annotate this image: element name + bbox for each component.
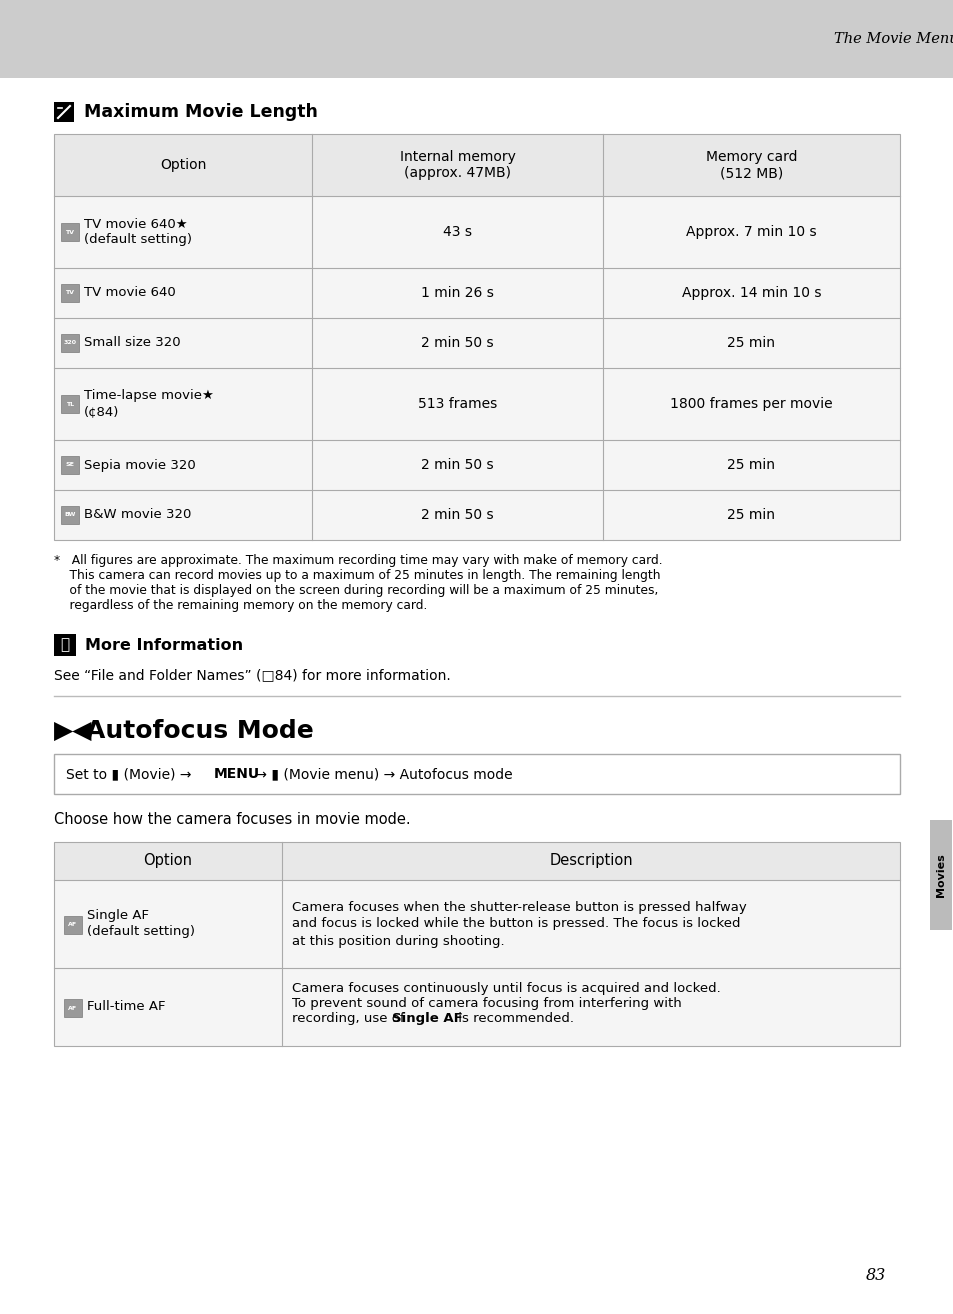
Text: AF: AF — [69, 922, 77, 928]
Text: TV movie 640★
(default setting): TV movie 640★ (default setting) — [84, 218, 192, 247]
Text: 513 frames: 513 frames — [417, 397, 497, 411]
Bar — [54, 196, 899, 268]
Text: Option: Option — [160, 158, 206, 172]
Text: 1800 frames per movie: 1800 frames per movie — [670, 397, 832, 411]
Text: B&W movie 320: B&W movie 320 — [84, 509, 192, 522]
Text: The Movie Menu: The Movie Menu — [833, 32, 953, 46]
Text: SE: SE — [66, 463, 74, 468]
Text: is recommended.: is recommended. — [454, 1012, 574, 1025]
Text: Approx. 7 min 10 s: Approx. 7 min 10 s — [685, 225, 816, 239]
Text: ⌕: ⌕ — [60, 637, 70, 653]
Bar — [54, 368, 899, 440]
Bar — [61, 334, 79, 352]
Text: Memory card
(512 MB): Memory card (512 MB) — [705, 150, 797, 180]
Bar — [54, 754, 899, 794]
Text: 25 min: 25 min — [727, 336, 775, 350]
Bar — [54, 842, 899, 880]
Text: Sepia movie 320: Sepia movie 320 — [84, 459, 195, 472]
Text: To prevent sound of camera focusing from interfering with: To prevent sound of camera focusing from… — [292, 997, 681, 1010]
Text: Single AF
(default setting): Single AF (default setting) — [87, 909, 194, 938]
Text: Camera focuses continuously until focus is acquired and locked.: Camera focuses continuously until focus … — [292, 982, 720, 995]
Bar — [54, 968, 899, 1046]
Bar — [54, 440, 899, 490]
Text: Approx. 14 min 10 s: Approx. 14 min 10 s — [681, 286, 821, 300]
Bar — [54, 633, 76, 656]
Text: of the movie that is displayed on the screen during recording will be a maximum : of the movie that is displayed on the sc… — [54, 583, 658, 597]
Text: regardless of the remaining memory on the memory card.: regardless of the remaining memory on th… — [54, 599, 427, 612]
Text: → ▮ (Movie menu) → Autofocus mode: → ▮ (Movie menu) → Autofocus mode — [251, 767, 512, 781]
Text: recording, use of: recording, use of — [292, 1012, 409, 1025]
Text: 83: 83 — [865, 1268, 885, 1285]
Text: Option: Option — [143, 854, 193, 869]
Text: Maximum Movie Length: Maximum Movie Length — [84, 102, 317, 121]
Text: Movies: Movies — [935, 853, 945, 897]
Text: 25 min: 25 min — [727, 509, 775, 522]
Bar — [54, 134, 899, 196]
Text: See “File and Folder Names” (□84) for more information.: See “File and Folder Names” (□84) for mo… — [54, 668, 450, 682]
Text: Description: Description — [549, 854, 632, 869]
Text: *   All figures are approximate. The maximum recording time may vary with make o: * All figures are approximate. The maxim… — [54, 555, 662, 568]
Bar — [61, 223, 79, 240]
Bar — [54, 842, 899, 1046]
Text: 1 min 26 s: 1 min 26 s — [420, 286, 494, 300]
Text: TV movie 640: TV movie 640 — [84, 286, 175, 300]
Bar — [54, 880, 899, 968]
Text: ▶◀: ▶◀ — [54, 719, 92, 742]
Bar — [61, 506, 79, 524]
Text: Small size 320: Small size 320 — [84, 336, 180, 350]
Bar — [54, 268, 899, 318]
Bar — [54, 318, 899, 368]
Text: AF: AF — [69, 1005, 77, 1010]
Text: TV: TV — [66, 230, 74, 234]
Bar — [64, 999, 82, 1017]
Text: 2 min 50 s: 2 min 50 s — [420, 336, 494, 350]
Text: Time-lapse movie★
(¢84): Time-lapse movie★ (¢84) — [84, 389, 213, 418]
Bar — [54, 134, 899, 540]
Text: TL: TL — [66, 402, 74, 406]
Text: 25 min: 25 min — [727, 459, 775, 472]
Bar — [929, 820, 951, 930]
Text: This camera can record movies up to a maximum of 25 minutes in length. The remai: This camera can record movies up to a ma… — [54, 569, 659, 582]
Text: Autofocus Mode: Autofocus Mode — [86, 719, 314, 742]
Bar — [61, 456, 79, 474]
Bar — [54, 102, 74, 122]
Text: Internal memory
(approx. 47MB): Internal memory (approx. 47MB) — [399, 150, 515, 180]
Text: 2 min 50 s: 2 min 50 s — [420, 459, 494, 472]
Text: 2 min 50 s: 2 min 50 s — [420, 509, 494, 522]
Bar — [0, 0, 953, 78]
Text: BW: BW — [64, 512, 75, 518]
Text: TV: TV — [66, 290, 74, 296]
Text: MENU: MENU — [213, 767, 260, 781]
Bar — [64, 916, 82, 934]
Text: Full-time AF: Full-time AF — [87, 1000, 165, 1013]
Text: More Information: More Information — [85, 637, 243, 653]
Bar — [61, 396, 79, 413]
Text: 43 s: 43 s — [442, 225, 472, 239]
Bar — [61, 284, 79, 302]
Text: Choose how the camera focuses in movie mode.: Choose how the camera focuses in movie m… — [54, 812, 410, 827]
Text: Set to ▮ (Movie) →: Set to ▮ (Movie) → — [66, 767, 195, 781]
Bar — [54, 490, 899, 540]
Text: Camera focuses when the shutter-release button is pressed halfway
and focus is l: Camera focuses when the shutter-release … — [292, 900, 746, 947]
Text: Single AF: Single AF — [392, 1012, 462, 1025]
Text: 320: 320 — [64, 340, 76, 346]
